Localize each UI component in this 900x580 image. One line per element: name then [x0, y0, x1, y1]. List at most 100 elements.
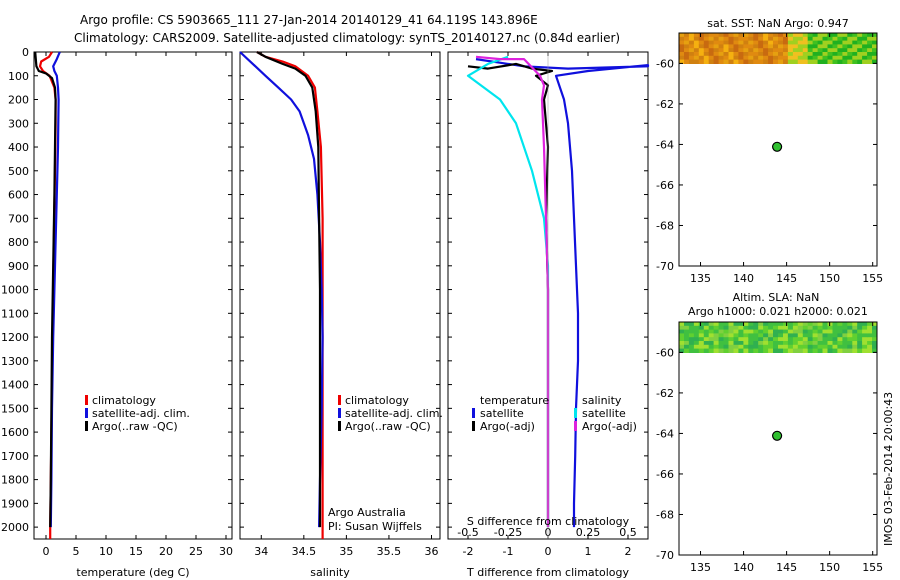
heatmap-cell [807, 59, 814, 64]
heatmap-cell [862, 325, 868, 331]
heatmap-cell [698, 344, 705, 350]
heatmap-cell [768, 333, 774, 338]
heatmap-cell [773, 325, 779, 331]
heatmap-cell [842, 344, 848, 350]
heatmap-cell [852, 55, 858, 61]
heatmap-cell [847, 329, 853, 334]
heatmap-cell [852, 322, 858, 327]
heatmap-cell [822, 40, 828, 45]
heatmap-cell [812, 329, 819, 334]
depth-tick-label: 800 [8, 236, 29, 249]
heatmap-cell [812, 40, 819, 45]
heatmap-cell [802, 344, 809, 350]
heatmap-cell [733, 322, 739, 327]
heatmap-cell [817, 344, 824, 350]
series-line-t-argo-adj- [467, 62, 554, 528]
depth-tick-label: 1000 [1, 284, 29, 297]
heatmap-cell [679, 33, 685, 38]
heatmap-cell [847, 33, 853, 38]
salinity-axes-frame [239, 51, 441, 540]
heatmap-cell [862, 341, 868, 346]
heatmap-cell [693, 52, 700, 57]
heatmap-cell [758, 333, 764, 338]
heatmap-cell [792, 341, 799, 346]
heatmap-cell [698, 48, 705, 53]
heatmap-cell [738, 36, 744, 42]
heatmap-cell [832, 44, 838, 49]
heatmap-cell [688, 33, 695, 38]
heatmap-cell [703, 325, 710, 331]
heatmap-cell [822, 33, 828, 38]
heatmap-cell [693, 33, 700, 38]
s-diff-tick-label: 0.25 [576, 526, 601, 539]
x-tick-label: 30 [219, 545, 233, 558]
heatmap-cell [723, 333, 729, 338]
heatmap-cell [723, 33, 729, 38]
s-diff-tick-label: -0.5 [457, 526, 478, 539]
heatmap-cell [773, 44, 779, 49]
heatmap-cell [733, 33, 739, 38]
heatmap-cell [679, 348, 685, 353]
heatmap-cell [778, 52, 784, 57]
temperature-panel: 0100200300400500600700800900100011001200… [1, 46, 233, 579]
heatmap-cell [797, 337, 804, 342]
heatmap-cell [832, 59, 838, 64]
heatmap-cell [708, 40, 715, 45]
heatmap-cell [743, 344, 749, 350]
heatmap-cell [827, 33, 833, 38]
heatmap-cell [698, 52, 705, 57]
heatmap-cell [797, 348, 804, 353]
depth-tick-label: 1400 [1, 379, 29, 392]
annotation-argo-australia: Argo Australia [328, 506, 406, 519]
legend-t-argo: Argo(-adj) [480, 420, 535, 433]
heatmap-cell [708, 52, 715, 57]
heatmap-cell [693, 59, 700, 64]
heatmap-cell [763, 44, 769, 49]
s-diff-tick-label: -0.25 [494, 526, 522, 539]
series-line-t-satellite [475, 58, 650, 528]
legend-header-temperature: temperature [480, 394, 549, 407]
heatmap-cell [684, 348, 690, 353]
lon-tick-label: 135 [690, 561, 711, 574]
heatmap-cell [817, 52, 824, 57]
heatmap-cell [758, 36, 764, 42]
heatmap-cell [763, 344, 769, 350]
depth-tick-label: 700 [8, 212, 29, 225]
heatmap-cell [867, 59, 873, 64]
heatmap-cell [787, 344, 794, 350]
heatmap-cell [698, 322, 705, 327]
heatmap-cell [708, 337, 715, 342]
heatmap-cell [812, 44, 819, 49]
heatmap-cell [773, 33, 779, 38]
legend-s-argo: Argo(-adj) [582, 420, 637, 433]
heatmap-cell [852, 344, 858, 350]
heatmap-cell [758, 348, 764, 353]
heatmap-cell [857, 40, 863, 45]
heatmap-cell [778, 55, 784, 61]
heatmap-cell [802, 52, 809, 57]
legend-swatch-satellite [338, 408, 341, 418]
heatmap-cell [802, 329, 809, 334]
heatmap-cell [837, 348, 843, 353]
heatmap-cell [743, 337, 749, 342]
x-tick-label: -2 [463, 545, 474, 558]
heatmap-cell [768, 322, 774, 327]
sla-map-frame [678, 321, 878, 556]
heatmap-cell [802, 341, 809, 346]
heatmap-cell [763, 348, 769, 353]
heatmap-cell [817, 333, 824, 338]
heatmap-cell [733, 337, 739, 342]
lat-tick-label: -62 [656, 387, 674, 400]
heatmap-cell [758, 344, 764, 350]
heatmap-cell [802, 348, 809, 353]
heatmap-cell [822, 348, 828, 353]
heatmap-cell [728, 40, 734, 45]
heatmap-cell [684, 40, 690, 45]
x-tick-label: 1 [585, 545, 592, 558]
heatmap-cell [787, 329, 794, 334]
heatmap-cell [703, 337, 710, 342]
lon-tick-label: 140 [733, 561, 754, 574]
salinity-difference-x-axis: -0.5 -0.25 0 0.25 0.5 [457, 526, 636, 539]
heatmap-cell [738, 48, 744, 53]
heatmap-cell [827, 337, 833, 342]
